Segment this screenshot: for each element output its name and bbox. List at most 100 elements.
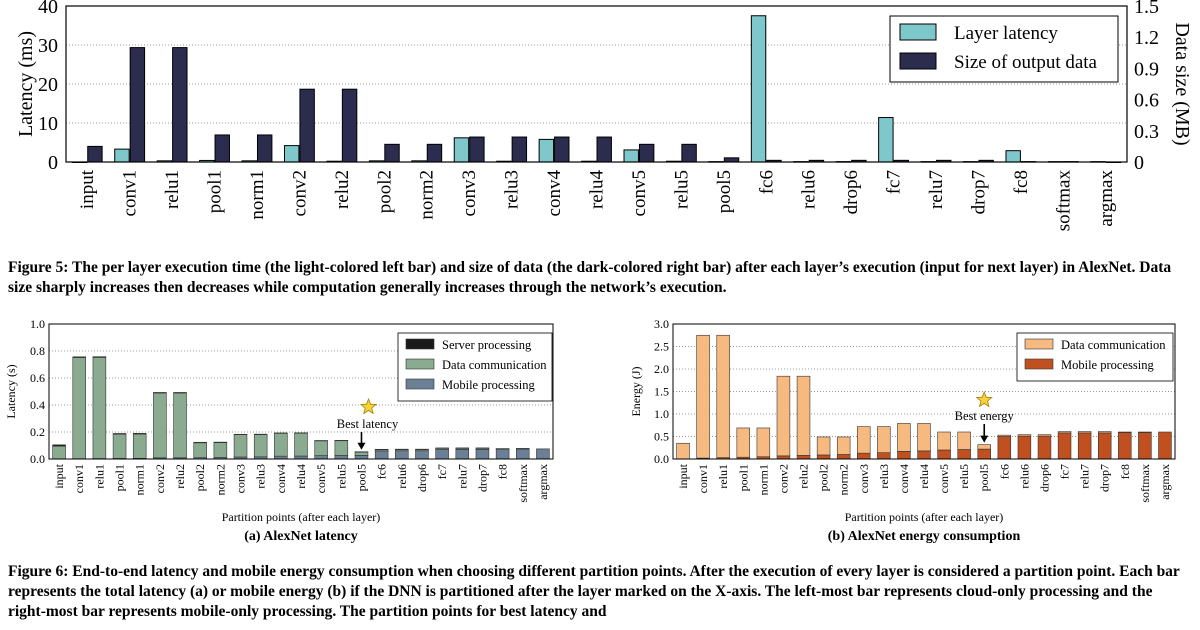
- stacked-bar-segment: [1138, 432, 1152, 460]
- annotation-label: Best energy: [955, 409, 1015, 423]
- y2-axis-label: Data size (MB): [1171, 22, 1193, 145]
- x-tick-label: relu4: [917, 464, 931, 489]
- y-tick-label: 0.6: [30, 371, 45, 385]
- y-tick-label: 3.0: [654, 317, 669, 331]
- stacked-bar-segment: [132, 433, 147, 459]
- stacked-bar-segment: [897, 451, 911, 460]
- legend-swatch: [405, 378, 435, 390]
- stacked-bar-segment: [877, 452, 891, 460]
- x-tick-label: conv3: [857, 464, 871, 493]
- x-tick-label: drop7: [968, 170, 989, 214]
- stacked-bar-segment: [937, 431, 951, 451]
- plot-frame: [48, 323, 554, 460]
- stacked-bar-segment: [736, 427, 751, 458]
- x-tick-label: conv2: [289, 170, 310, 216]
- x-tick-label: pool1: [736, 464, 750, 491]
- figure-6-caption: Figure 6: End-to-end latency and mobile …: [8, 563, 1180, 620]
- x-tick-label: relu7: [455, 464, 469, 489]
- stacked-bar-segment: [92, 356, 107, 358]
- stacked-bar-segment: [415, 450, 429, 460]
- stacked-bar-segment: [334, 440, 349, 456]
- x-tick-label: drop6: [1037, 464, 1051, 492]
- x-tick-label: softmax: [1138, 464, 1152, 503]
- x-tick-label: conv5: [629, 170, 650, 216]
- x-tick-label: softmax: [1053, 170, 1074, 232]
- x-tick-label: argmax: [1096, 170, 1117, 227]
- x-tick-label: fc8: [1011, 170, 1032, 194]
- stacked-bar-segment: [1037, 435, 1052, 460]
- legend-label: Data communication: [442, 358, 547, 372]
- y2-tick-label: 0.3: [1134, 121, 1159, 143]
- figure-6b-chart: 0.0 0.5 1.0 1.5 2.0 2.5 3.0 input conv1 relu1 pool…: [629, 317, 1176, 544]
- x-tick-label: argmax: [536, 464, 550, 500]
- y-tick-label: 0.2: [30, 425, 45, 439]
- stacked-bar-segment: [233, 434, 248, 458]
- x-tick-label: relu5: [957, 464, 971, 489]
- stacked-bar-segment: [997, 434, 1012, 437]
- stacked-bar-segment: [917, 423, 931, 452]
- stacked-bar-segment: [1017, 434, 1032, 437]
- stacked-bar-segment: [213, 441, 228, 443]
- stacked-bar-segment: [917, 450, 931, 460]
- star-icon: [359, 397, 378, 415]
- x-tick-label: relu6: [1017, 464, 1031, 489]
- stacked-bar-segment: [435, 449, 449, 460]
- x-tick-label: relu4: [587, 170, 608, 210]
- stacked-bar-segment: [354, 451, 369, 456]
- legend-swatch: [899, 52, 937, 70]
- x-tick-label: pool2: [817, 464, 831, 491]
- stacked-bar-segment: [1097, 432, 1112, 460]
- x-tick-label: pool5: [714, 170, 735, 213]
- x-tick-label: drop6: [415, 464, 429, 492]
- x-tick-label: pool2: [374, 170, 395, 213]
- x-tick-label: relu1: [162, 170, 183, 209]
- x-tick-label: norm2: [417, 170, 438, 220]
- stacked-bar-segment: [937, 449, 951, 460]
- stacked-bar-segment: [1097, 431, 1112, 434]
- annotation-label: Best latency: [337, 417, 399, 431]
- stacked-bar-segment: [314, 440, 328, 456]
- x-tick-label: conv4: [897, 464, 911, 493]
- stacked-bar-segment: [52, 445, 66, 460]
- stacked-bar-segment: [696, 334, 710, 459]
- stacked-bar-segment: [153, 392, 167, 394]
- legend-label: Size of output data: [954, 52, 1098, 73]
- stacked-bar-segment: [957, 431, 971, 450]
- x-tick-label: fc6: [997, 464, 1011, 479]
- stacked-bar-segment: [112, 433, 127, 459]
- stacked-bar-segment: [52, 444, 66, 447]
- x-tick-label: conv1: [120, 170, 141, 216]
- stacked-bar-segment: [977, 448, 991, 460]
- x-tick-label: fc8: [496, 464, 510, 479]
- stacked-bar-segment: [776, 375, 791, 457]
- x-tick-label: drop7: [475, 464, 489, 492]
- stacked-bar-segment: [857, 452, 871, 460]
- x-tick-label: conv1: [696, 464, 710, 493]
- x-tick-label: fc7: [1058, 464, 1072, 479]
- legend-swatch: [1024, 358, 1054, 370]
- legend-label: Data communication: [1061, 338, 1166, 352]
- stacked-bar-segment: [836, 454, 851, 460]
- stacked-bar-segment: [857, 426, 871, 454]
- x-axis-label: Partition points (after each layer): [845, 510, 1004, 524]
- legend-label: Mobile processing: [1061, 358, 1154, 372]
- x-tick-label: relu5: [671, 170, 692, 209]
- x-tick-label: norm1: [247, 170, 268, 220]
- x-tick-label: relu1: [92, 464, 106, 489]
- subfigure-caption: (b) AlexNet energy consumption: [828, 529, 1021, 544]
- stacked-bar-segment: [193, 442, 207, 458]
- y-tick-label: 2.0: [654, 362, 669, 376]
- x-tick-label: fc7: [884, 170, 905, 194]
- stacked-bar-segment: [516, 448, 530, 460]
- x-tick-label: conv3: [234, 464, 248, 493]
- stacked-bar-segment: [676, 442, 690, 460]
- stacked-bar-segment: [314, 455, 328, 460]
- y2-tick-label: 1.2: [1134, 27, 1159, 49]
- y-tick-label: 1.0: [654, 407, 669, 421]
- y-tick-label: 40: [38, 0, 58, 18]
- y-tick-label: 0.0: [654, 452, 669, 466]
- x-tick-label: norm1: [756, 464, 770, 495]
- stacked-bar-segment: [1118, 432, 1132, 460]
- figure-5-chart: 0 10 20 30 40 0 0.3 0.6 0.9 1.2 1.5 input conv1 relu1…: [15, 0, 1193, 232]
- stacked-bar-segment: [536, 448, 550, 460]
